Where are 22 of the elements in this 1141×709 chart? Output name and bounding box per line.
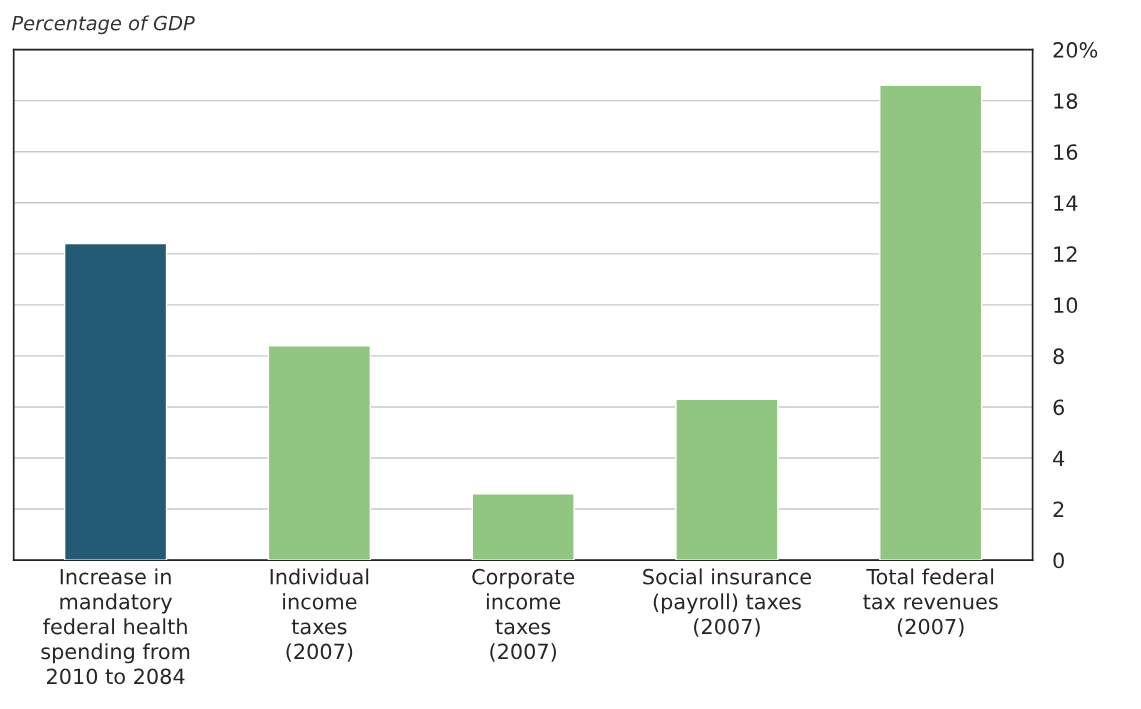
bar xyxy=(471,493,575,561)
y-tick-label: 16 xyxy=(1054,144,1078,160)
x-tick-label: Increase in mandatory federal health spending from 2010 to 2084 xyxy=(41,568,190,685)
y-tick-label: 8 xyxy=(1053,348,1064,365)
y-tick-label: 20% xyxy=(1053,42,1098,58)
y-axis-title: Percentage of GDP xyxy=(11,15,195,35)
y-tick-label: 4 xyxy=(1053,450,1065,466)
y-tick-label: 2 xyxy=(1053,501,1064,517)
y-tick-label: 12 xyxy=(1054,246,1077,262)
bar xyxy=(675,398,779,561)
x-tick-label: Individual income taxes (2007) xyxy=(270,568,369,662)
bar xyxy=(63,242,168,561)
bar xyxy=(879,84,983,561)
y-tick-label: 18 xyxy=(1054,93,1078,109)
x-tick-label: Corporate income taxes (2007) xyxy=(472,568,575,662)
x-tick-label: Social insurance (payroll) taxes (2007) xyxy=(643,568,811,637)
y-tick-label: 0 xyxy=(1053,552,1064,569)
y-tick-label: 6 xyxy=(1053,399,1064,416)
x-tick-label: Total federal tax revenues (2007) xyxy=(863,568,998,637)
y-tick-label: 10 xyxy=(1054,297,1078,314)
y-tick-label: 14 xyxy=(1054,195,1078,211)
bar xyxy=(267,345,372,561)
